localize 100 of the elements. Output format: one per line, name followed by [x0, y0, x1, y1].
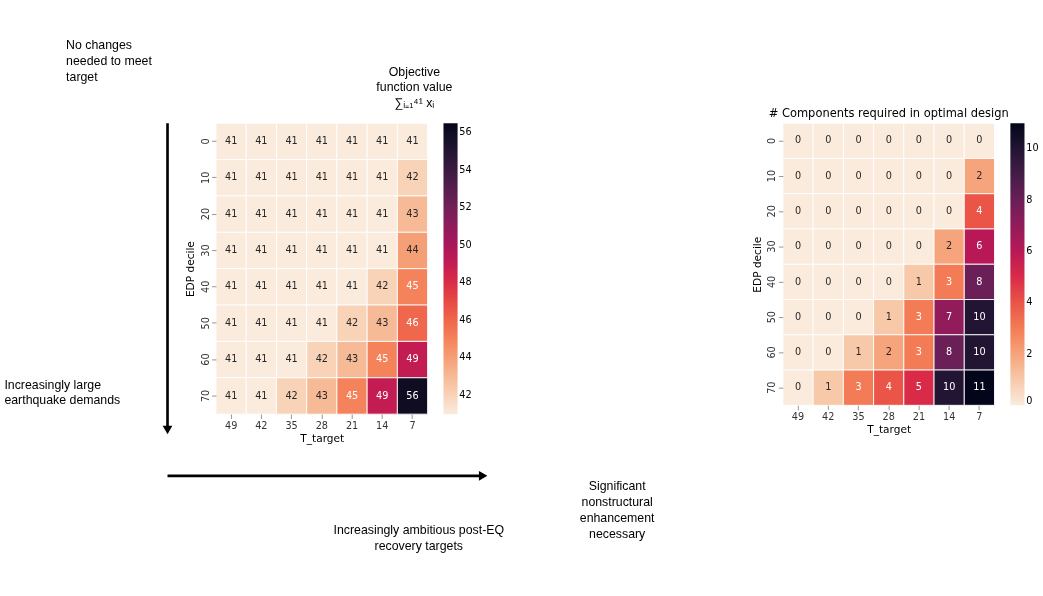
data-label: 5 — [915, 381, 923, 393]
data-label: 41 — [315, 207, 328, 219]
data-label: 4 — [976, 205, 983, 217]
x-tick-label: 35 — [285, 419, 298, 431]
data-label: 43 — [406, 207, 419, 219]
data-label: 11 — [973, 381, 986, 393]
data-label: 41 — [406, 135, 419, 147]
data-label: 0 — [915, 169, 923, 181]
data-label: 0 — [885, 205, 892, 217]
color-bar-label: 44 — [459, 351, 472, 363]
data-label: 0 — [855, 240, 862, 252]
data-label: 42 — [376, 280, 389, 292]
y-tick-label: 50 — [199, 317, 211, 330]
data-label: 8 — [946, 346, 953, 358]
y-tick-label: 70 — [766, 381, 778, 394]
y-axis-title: EDP decile — [751, 236, 764, 293]
data-label: 41 — [224, 135, 238, 147]
data-label: 10 — [943, 381, 956, 393]
data-label: 0 — [825, 134, 832, 146]
color-bar-label: 4 — [1026, 296, 1033, 308]
data-label: 41 — [315, 316, 328, 328]
data-label: 0 — [885, 275, 892, 287]
data-label: 41 — [376, 244, 389, 256]
data-label: 0 — [946, 134, 953, 146]
data-label: 41 — [285, 353, 298, 365]
data-label: 3 — [915, 310, 923, 322]
data-label: 0 — [794, 310, 802, 322]
data-label: 41 — [285, 280, 298, 292]
data-label: 41 — [315, 244, 328, 256]
data-label: 41 — [255, 280, 268, 292]
data-label: 45 — [406, 280, 419, 292]
x-tick-label: 35 — [852, 410, 865, 422]
y-tick-label: 30 — [199, 244, 211, 257]
data-label: 41 — [224, 244, 238, 256]
data-label: 41 — [224, 353, 238, 365]
data-label: 3 — [855, 381, 862, 393]
data-label: 56 — [406, 389, 419, 401]
data-label: 0 — [855, 134, 862, 146]
data-label: 41 — [224, 389, 238, 401]
y-tick-label: 60 — [199, 353, 211, 366]
color-bar-label: 8 — [1026, 193, 1033, 205]
data-label: 0 — [794, 134, 802, 146]
data-label: 0 — [825, 240, 832, 252]
data-label: 41 — [376, 171, 389, 183]
data-label: 41 — [224, 171, 238, 183]
x-axis-title: T_target — [866, 423, 912, 437]
data-label: 41 — [376, 135, 389, 147]
y-tick-label: 10 — [766, 169, 778, 183]
x-tick-label: 14 — [943, 410, 956, 422]
data-label: 0 — [946, 169, 953, 181]
data-label: 8 — [976, 275, 983, 287]
y-axis-title: EDP decile — [184, 241, 197, 298]
data-label: 49 — [406, 353, 419, 365]
data-label: 0 — [915, 134, 923, 146]
color-bar-label: 50 — [459, 238, 472, 250]
data-label: 41 — [224, 207, 238, 219]
data-label: 0 — [825, 310, 832, 322]
data-label: 0 — [976, 134, 983, 146]
chart-title: # Components required in optimal design — [768, 105, 1009, 120]
data-label: 43 — [315, 389, 328, 401]
y-tick-label: 10 — [199, 171, 211, 184]
data-label: 43 — [345, 353, 359, 365]
data-label: 0 — [794, 205, 802, 217]
data-label: 45 — [376, 353, 389, 365]
text: Objective function value ∑ᵢ₌₁⁴¹ xᵢ — [376, 64, 453, 111]
data-label: 0 — [794, 346, 802, 358]
data-label: 41 — [345, 280, 359, 292]
data-label: 41 — [255, 353, 268, 365]
y-tick-label: 30 — [766, 240, 778, 253]
color-bar-label: 48 — [459, 276, 472, 288]
text: Significant nonstructural enhancement necessary — [579, 478, 656, 541]
data-label: 49 — [376, 389, 389, 401]
data-label: 41 — [345, 135, 359, 147]
text: Increasingly large earthquake demands — [4, 377, 121, 408]
data-label: 3 — [946, 275, 953, 287]
text: Increasingly ambitious post-EQ recovery targets — [333, 523, 505, 553]
data-label: 0 — [915, 240, 923, 252]
data-label: 41 — [255, 207, 268, 219]
data-label: 3 — [915, 346, 923, 358]
data-label: 10 — [973, 346, 986, 358]
data-label: 41 — [255, 171, 268, 183]
data-label: 2 — [976, 169, 983, 181]
color-bar-label: 46 — [459, 313, 472, 325]
data-label: 2 — [946, 240, 953, 252]
data-label: 41 — [255, 389, 268, 401]
x-tick-label: 21 — [912, 410, 926, 422]
data-label: 0 — [946, 205, 953, 217]
data-label: 0 — [885, 169, 892, 181]
data-label: 41 — [224, 316, 238, 328]
y-tick-label: 0 — [199, 138, 211, 145]
color-bar-label: 42 — [459, 389, 472, 401]
color-bar-label: 52 — [459, 201, 472, 213]
x-tick-label: 21 — [345, 419, 359, 431]
data-label: 1 — [885, 310, 892, 322]
color-bar-label: 54 — [459, 163, 472, 175]
data-label: 0 — [825, 346, 832, 358]
data-label: 0 — [855, 275, 862, 287]
data-label: 41 — [315, 171, 328, 183]
x-tick-label: 49 — [224, 419, 238, 431]
data-label: 46 — [406, 316, 419, 328]
